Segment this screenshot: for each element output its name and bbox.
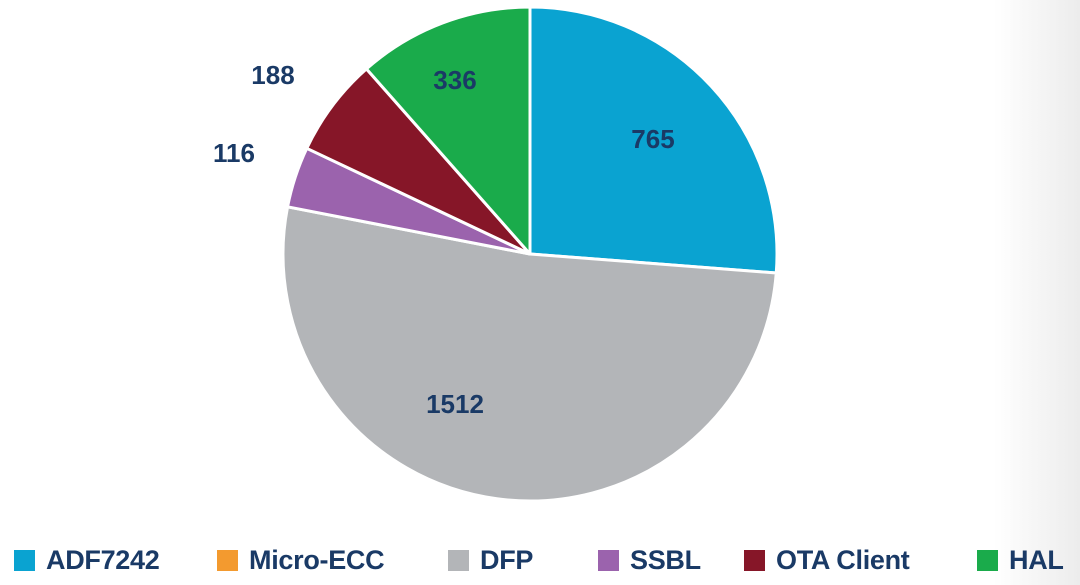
legend-label-adf7242: ADF7242 <box>46 544 160 575</box>
pie-slice-dfp <box>281 205 778 503</box>
pie-slice-adf7242 <box>528 5 779 275</box>
legend-item-micro-ecc: Micro-ECC <box>217 540 385 580</box>
data-label-hal: 336 <box>433 65 476 95</box>
data-label-adf7242: 765 <box>631 124 674 154</box>
legend-item-hal: HAL <box>977 540 1064 580</box>
legend-item-dfp: DFP <box>448 540 533 580</box>
legend-label-ota-client: OTA Client <box>776 544 910 575</box>
legend-swatch-ota-client <box>744 549 765 571</box>
legend-swatch-ssbl <box>598 549 619 571</box>
legend: ADF7242 Micro-ECC DFP SSBL OTA Client HAL <box>14 540 1080 580</box>
data-label-ota-client: 188 <box>251 60 294 90</box>
legend-swatch-micro-ecc <box>217 549 238 571</box>
legend-label-dfp: DFP <box>480 544 534 575</box>
pie-chart: 765 1512 116 188 336 <box>213 5 779 503</box>
legend-label-micro-ecc: Micro-ECC <box>249 544 385 575</box>
legend-swatch-dfp <box>448 549 469 571</box>
data-label-dfp: 1512 <box>426 389 484 419</box>
legend-label-ssbl: SSBL <box>630 544 701 575</box>
legend-item-adf7242: ADF7242 <box>14 540 160 580</box>
legend-item-ota-client: OTA Client <box>744 540 910 580</box>
legend-item-ssbl: SSBL <box>598 540 701 580</box>
pie-slice-hal <box>364 5 532 256</box>
legend-swatch-hal <box>977 549 998 571</box>
data-label-ssbl: 116 <box>213 138 255 168</box>
legend-label-hal: HAL <box>1009 544 1064 575</box>
legend-swatch-adf7242 <box>14 549 35 571</box>
